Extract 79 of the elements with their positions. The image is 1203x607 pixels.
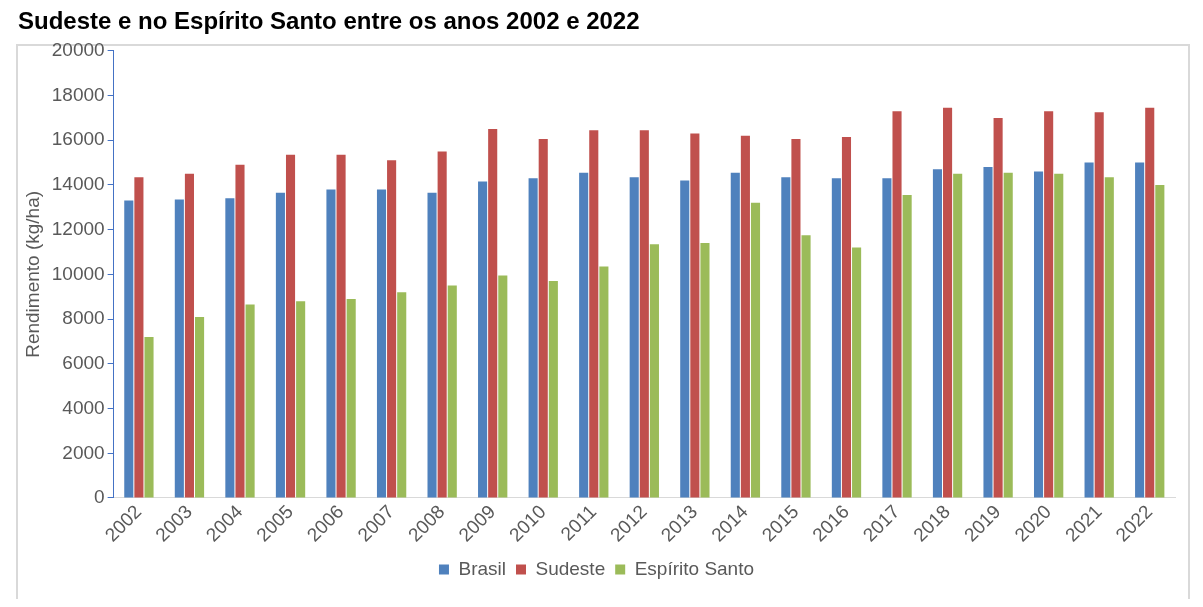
bar	[993, 117, 1003, 498]
bar	[680, 180, 690, 498]
bar	[629, 177, 639, 498]
bar	[488, 129, 498, 498]
bar	[700, 243, 710, 498]
bar	[892, 111, 902, 498]
bar	[235, 164, 245, 498]
bar	[447, 285, 457, 498]
bar	[528, 178, 538, 498]
bar	[639, 130, 649, 498]
bar	[852, 247, 862, 498]
chart-title: Sudeste e no Espírito Santo entre os anos 2002 e 2022	[18, 7, 640, 35]
bar	[1033, 171, 1044, 498]
y-tick-label: 6000	[62, 352, 105, 374]
y-tick-label: 4000	[62, 396, 105, 418]
bar	[427, 192, 437, 498]
bar	[831, 178, 841, 498]
bar	[740, 135, 750, 498]
bar	[296, 301, 306, 498]
bar	[579, 172, 589, 498]
bar	[902, 195, 912, 498]
y-axis-title: Rendimento (kg/ha)	[21, 190, 43, 358]
bar	[1104, 177, 1114, 498]
bar	[1054, 173, 1064, 498]
legend-label: Brasil	[458, 557, 506, 579]
y-tick-label: 10000	[51, 262, 105, 284]
bar	[336, 154, 346, 498]
bar	[730, 172, 740, 498]
bar	[346, 298, 356, 498]
bar	[690, 133, 700, 498]
bar	[285, 154, 296, 498]
bar	[983, 167, 993, 498]
bar	[1155, 184, 1165, 498]
bar	[649, 244, 659, 498]
bar	[1145, 107, 1155, 498]
bar	[1003, 172, 1013, 498]
bar	[841, 136, 852, 498]
bar	[225, 198, 235, 498]
bar	[275, 192, 285, 498]
bar	[174, 199, 184, 498]
bar	[124, 200, 134, 498]
bar	[589, 130, 599, 498]
y-tick-label: 14000	[51, 173, 105, 195]
bar	[376, 189, 387, 498]
y-tick-label: 16000	[51, 128, 105, 150]
bar	[195, 316, 205, 498]
bar	[326, 189, 336, 498]
y-tick-label: 18000	[51, 83, 105, 105]
bar	[397, 292, 407, 498]
bar	[245, 304, 255, 498]
bar	[437, 151, 447, 498]
bar	[882, 178, 892, 498]
bar	[548, 281, 558, 498]
bar	[1094, 112, 1104, 498]
bar	[478, 181, 488, 498]
bar	[943, 107, 953, 498]
bar	[801, 235, 811, 498]
y-tick-label: 12000	[51, 217, 105, 239]
y-tick-label: 2000	[62, 441, 105, 463]
y-tick-label: 8000	[62, 307, 105, 329]
bar	[953, 173, 963, 498]
bar	[1084, 162, 1094, 498]
bar	[538, 139, 548, 498]
bar	[1044, 111, 1054, 498]
bar	[932, 169, 943, 498]
legend-label: Espírito Santo	[634, 557, 755, 579]
legend-label: Sudeste	[535, 557, 606, 579]
bar	[134, 177, 144, 498]
bar	[750, 202, 761, 498]
bar	[781, 177, 791, 498]
bar	[387, 160, 397, 498]
y-tick-label: 20000	[51, 39, 105, 61]
bar	[144, 337, 154, 498]
bar	[791, 139, 801, 498]
bar	[498, 275, 508, 498]
bar	[1135, 162, 1145, 498]
bar	[184, 173, 194, 498]
y-tick-label: 0	[94, 486, 105, 508]
bar	[599, 266, 609, 498]
